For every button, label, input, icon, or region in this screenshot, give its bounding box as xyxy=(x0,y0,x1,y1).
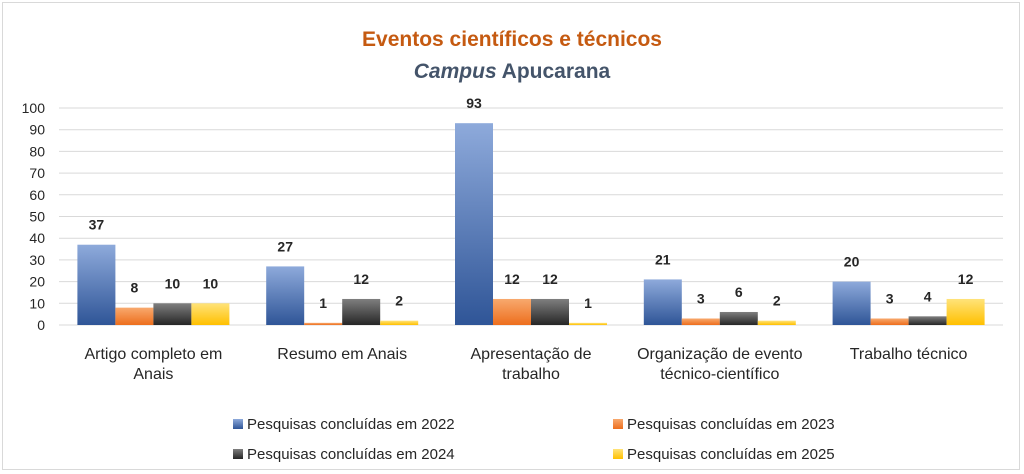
y-tick-label: 60 xyxy=(29,187,45,203)
bar xyxy=(191,303,230,325)
data-label: 37 xyxy=(89,217,105,233)
data-label: 2 xyxy=(395,293,403,309)
chart-subtitle-italic: Campus xyxy=(414,60,497,83)
chart-title: Eventos científicos e técnicos xyxy=(362,28,662,51)
y-tick-label: 10 xyxy=(29,295,45,311)
data-label: 1 xyxy=(584,295,592,311)
chart-svg: Eventos científicos e técnicos Campus Ap… xyxy=(22,28,1003,463)
data-label: 27 xyxy=(277,238,293,254)
y-tick-label: 100 xyxy=(22,100,46,116)
y-tick-label: 0 xyxy=(37,317,45,333)
category-label: Resumo em Anais xyxy=(277,346,407,363)
bar xyxy=(115,307,154,325)
bar xyxy=(870,318,909,325)
bar xyxy=(643,279,682,325)
bar xyxy=(493,298,531,325)
y-tick-label: 50 xyxy=(29,209,45,225)
bar xyxy=(304,322,343,325)
y-tick-label: 30 xyxy=(29,252,45,268)
data-label: 2 xyxy=(773,293,781,309)
legend-label: Pesquisas concluídas em 2025 xyxy=(627,446,835,463)
chart-subtitle: Campus Apucarana xyxy=(414,60,611,83)
data-label: 8 xyxy=(131,280,139,296)
data-label: 3 xyxy=(697,290,705,306)
data-label: 1 xyxy=(319,295,327,311)
bar xyxy=(266,266,305,325)
bar xyxy=(719,311,758,325)
legend-swatch xyxy=(233,449,243,459)
legend-label: Pesquisas concluídas em 2024 xyxy=(247,446,455,463)
legend-swatch xyxy=(233,419,243,429)
legend-label: Pesquisas concluídas em 2022 xyxy=(247,416,455,433)
data-label: 20 xyxy=(844,254,860,270)
legend-swatch xyxy=(613,449,623,459)
category-label: Organização de evento técnico-científico xyxy=(637,346,803,383)
category-label: Apresentação de trabalho xyxy=(471,346,592,383)
data-label: 3 xyxy=(886,290,894,306)
category-label: Artigo completo em Anais xyxy=(84,346,222,383)
bar xyxy=(757,320,796,325)
y-tick-label: 40 xyxy=(29,230,45,246)
data-label: 12 xyxy=(542,271,558,287)
bar xyxy=(946,298,985,325)
bar xyxy=(455,123,493,325)
data-label: 12 xyxy=(958,271,974,287)
bar xyxy=(832,281,871,325)
bars-layer xyxy=(77,123,985,325)
data-label: 12 xyxy=(353,271,369,287)
bar xyxy=(380,320,419,325)
legend: Pesquisas concluídas em 2022 Pesquisas co… xyxy=(233,416,835,463)
data-label: 10 xyxy=(203,275,219,291)
bar xyxy=(153,303,192,325)
bar xyxy=(681,318,720,325)
y-tick-label: 20 xyxy=(29,274,45,290)
data-label: 93 xyxy=(466,95,482,111)
bar xyxy=(569,322,607,325)
bar xyxy=(342,298,381,325)
chart-subtitle-rest: Apucarana xyxy=(497,60,611,83)
data-label: 12 xyxy=(504,271,520,287)
legend-swatch xyxy=(613,419,623,429)
data-label: 21 xyxy=(655,251,671,267)
y-tick-label: 80 xyxy=(29,143,45,159)
y-tick-label: 90 xyxy=(29,122,45,138)
category-label: Trabalho técnico xyxy=(850,346,968,363)
category-labels: Artigo completo em Anais Resumo em Anais Ap… xyxy=(84,346,967,383)
bar xyxy=(531,298,569,325)
labels-layer: 37 8 10 10 27 1 12 2 93 12 12 1 21 3 6 2 20 3 4 12 xyxy=(89,95,974,311)
y-tick-label: 70 xyxy=(29,165,45,181)
data-label: 6 xyxy=(735,284,743,300)
data-label: 4 xyxy=(924,288,932,304)
data-label: 10 xyxy=(165,275,181,291)
legend-label: Pesquisas concluídas em 2023 xyxy=(627,416,835,433)
bar xyxy=(908,316,947,325)
grid-layer: 0 10 20 30 40 50 60 70 80 90 100 xyxy=(22,100,1003,333)
bar xyxy=(77,244,116,325)
